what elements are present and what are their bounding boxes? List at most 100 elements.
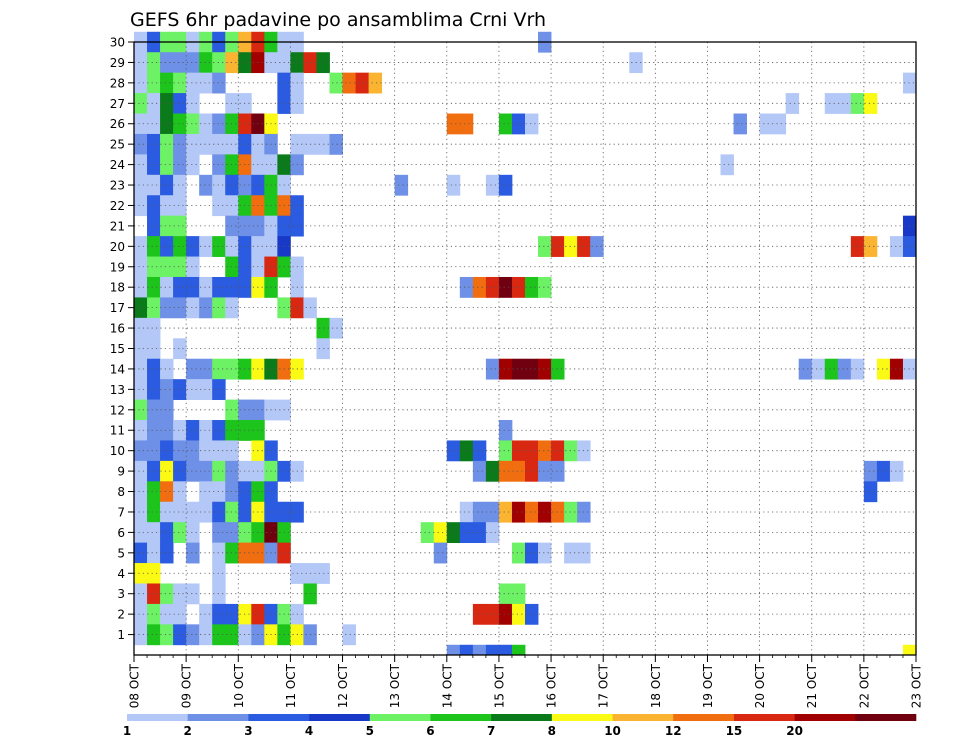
heatmap-cell (564, 542, 578, 564)
heatmap-cell (511, 358, 526, 380)
legend-swatch (794, 714, 856, 721)
heatmap-cell (329, 72, 343, 94)
heatmap-cell (459, 522, 474, 544)
x-tick-label: 22 OCT (857, 663, 871, 708)
heatmap-cell (186, 113, 200, 135)
heatmap-cell (472, 644, 487, 656)
heatmap-cell (134, 256, 148, 278)
y-tick-label: 11 (110, 424, 125, 438)
heatmap-cell (160, 72, 174, 94)
heatmap-cell (160, 624, 174, 646)
y-tick-label: 23 (110, 179, 125, 193)
y-tick-label: 18 (110, 281, 125, 295)
heatmap-cell (212, 297, 226, 319)
heatmap-cell (498, 420, 513, 441)
x-tick-label: 17 OCT (597, 663, 611, 708)
legend-swatch (127, 714, 188, 721)
x-tick-label: 21 OCT (805, 663, 819, 708)
heatmap-cell (134, 542, 148, 564)
y-tick-label: 27 (110, 97, 125, 111)
heatmap-cell (173, 501, 187, 523)
heatmap-cell (160, 542, 174, 564)
x-tick-label: 16 OCT (545, 663, 559, 708)
heatmap-cell (147, 174, 161, 196)
heatmap-cell (134, 603, 148, 625)
y-tick-label: 13 (110, 383, 125, 397)
heatmap-cell (147, 133, 161, 155)
heatmap-cell (160, 481, 174, 503)
heatmap-cell (134, 195, 148, 217)
heatmap-cell (472, 460, 487, 482)
y-tick-label: 7 (117, 505, 125, 519)
heatmap-cell (459, 113, 474, 135)
chart-title: GEFS 6hr padavine po ansamblima Crni Vrh (130, 9, 546, 31)
heatmap-cell (186, 93, 200, 114)
heatmap-cell (511, 440, 526, 462)
heatmap-cell (160, 420, 174, 441)
legend-label: 5 (366, 724, 374, 738)
heatmap-cell (134, 481, 148, 503)
heatmap-cell (186, 379, 200, 400)
heatmap-cell (564, 440, 578, 462)
heatmap-cell (551, 236, 565, 257)
heatmap-cell (160, 522, 174, 544)
legend-label: 4 (305, 724, 313, 738)
heatmap-cell (147, 72, 161, 94)
x-tick-label: 13 OCT (388, 663, 402, 708)
legend-swatch (612, 714, 674, 721)
heatmap-cell (212, 603, 226, 625)
heatmap-cell (147, 297, 161, 319)
legend-swatch (551, 714, 613, 721)
heatmap-cell (498, 358, 513, 380)
heatmap-cell (759, 113, 774, 135)
heatmap-cell (538, 440, 552, 462)
heatmap-cell (485, 603, 500, 625)
heatmap-cell (212, 501, 226, 523)
heatmap-cell (134, 276, 148, 298)
heatmap-cell (160, 174, 174, 196)
heatmap-cell (160, 276, 174, 298)
heatmap-cell (525, 440, 539, 462)
heatmap-cell (498, 276, 513, 298)
heatmap-cell (199, 52, 213, 74)
heatmap-cell (446, 113, 461, 135)
x-axis: 08 OCT 09 OCT 10 OCT 11 OCT 12 OCT 13 OCT 14 O… (128, 655, 924, 708)
heatmap-cell (459, 276, 474, 298)
heatmap-cell (498, 603, 513, 625)
heatmap-cell (173, 72, 187, 94)
heatmap-cell (134, 72, 148, 94)
heatmap-cell (134, 338, 148, 360)
heatmap-cell (186, 154, 200, 176)
y-tick-label: 8 (117, 485, 125, 499)
heatmap-cell (525, 276, 539, 298)
heatmap-cell (850, 236, 865, 257)
heatmap-cell (498, 501, 513, 523)
heatmap-cell (212, 358, 226, 380)
heatmap-cell (134, 154, 148, 176)
heatmap-cell (212, 440, 226, 462)
heatmap-cell (134, 236, 148, 257)
heatmap-cell (173, 133, 187, 155)
legend-label: 12 (665, 724, 682, 738)
y-axis: 1234567891011121314151617181920212223242… (110, 36, 134, 642)
heatmap-cell (420, 522, 435, 544)
heatmap-cell (538, 542, 552, 564)
heatmap-cell (199, 624, 213, 646)
heatmap-cell (147, 317, 161, 339)
x-tick-label: 14 OCT (440, 663, 454, 708)
y-tick-label: 19 (110, 260, 125, 274)
heatmap-cell (134, 420, 148, 441)
heatmap-cell (134, 358, 148, 380)
heatmap-cell (498, 440, 513, 462)
heatmap-cell (160, 379, 174, 400)
heatmap-cell (173, 603, 187, 625)
heatmap-cell (212, 113, 226, 135)
heatmap-cell (173, 440, 187, 462)
heatmap-cell (485, 460, 500, 482)
x-tick-label: 20 OCT (753, 663, 767, 708)
heatmap-cell (811, 358, 826, 380)
heatmap-cell (134, 440, 148, 462)
legend-label: 2 (184, 724, 192, 738)
heatmap-cell (498, 113, 513, 135)
heatmap-cell (147, 236, 161, 257)
